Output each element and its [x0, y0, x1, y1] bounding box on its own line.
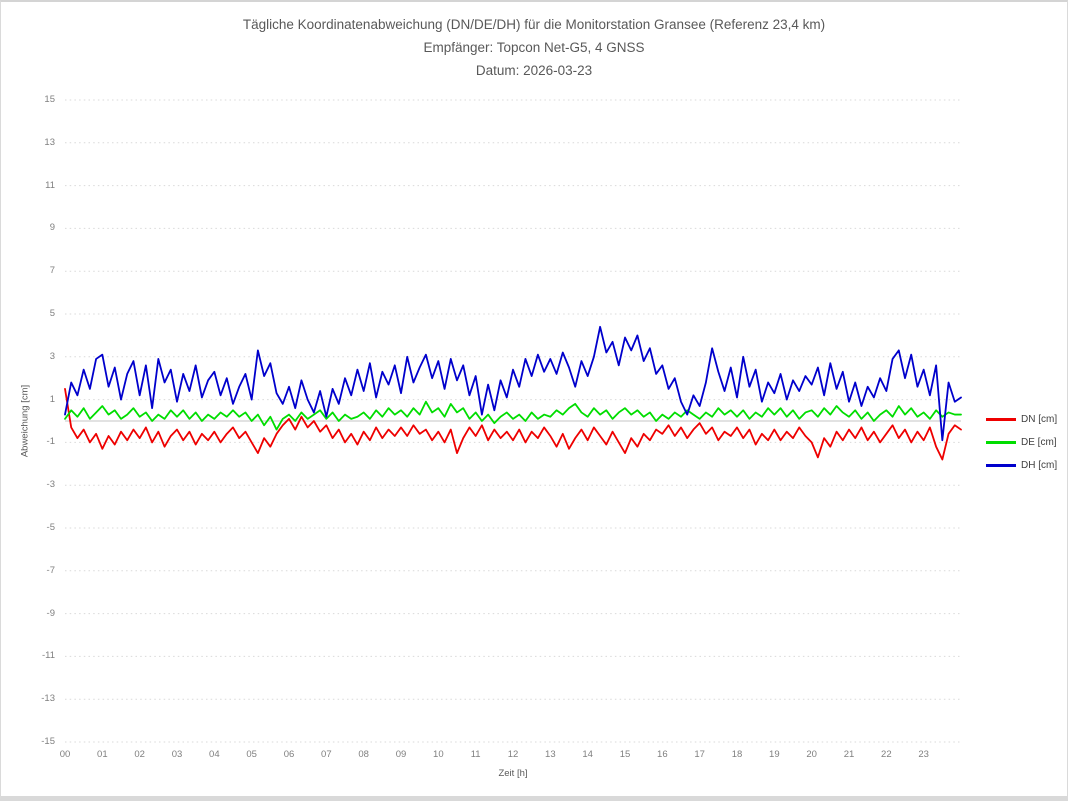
x-tick-label: 12	[507, 749, 519, 760]
x-tick-label: 17	[694, 749, 705, 760]
legend-label-de: DE [cm]	[1021, 437, 1057, 448]
series-line-dn	[64, 387, 962, 461]
legend-line-swatch-dh	[986, 464, 1016, 467]
y-tick-label: -15	[41, 736, 55, 747]
series-line-dh	[64, 325, 962, 442]
chart-title-line1: Tägliche Koordinatenabweichung (DN/DE/DH…	[242, 17, 826, 32]
y-tick-label: -1	[46, 436, 55, 448]
x-tick-label: 18	[731, 749, 743, 760]
x-tick-label: 21	[843, 749, 855, 760]
x-axis-title: Zeit [h]	[498, 768, 528, 779]
x-tick-label: 01	[97, 749, 108, 760]
legend-line-swatch-de	[986, 441, 1016, 444]
legend-item-de: DE [cm]	[986, 431, 1057, 454]
y-tick-label: 9	[49, 222, 55, 234]
chart-title-line2: Empfänger: Topcon Net-G5, 4 GNSS	[423, 40, 645, 55]
x-tick-label: 02	[134, 749, 145, 760]
y-tick-label: -13	[41, 693, 55, 705]
x-tick-label: 06	[283, 749, 295, 760]
x-tick-label: 07	[321, 749, 332, 760]
plot-area	[64, 99, 962, 743]
x-tick-label: 15	[619, 749, 631, 760]
legend-label-dh: DH [cm]	[1021, 460, 1058, 471]
legend: DN [cm] DE [cm] DH [cm]	[986, 408, 1057, 477]
y-tick-label: -3	[46, 479, 55, 491]
x-tick-label: 00	[59, 749, 71, 760]
y-tick-label: -9	[46, 607, 55, 619]
legend-item-dn: DN [cm]	[986, 408, 1057, 431]
legend-item-dh: DH [cm]	[986, 454, 1057, 477]
y-tick-label: 7	[49, 265, 55, 277]
x-tick-label: 04	[209, 749, 220, 760]
y-tick-label: 13	[44, 136, 55, 148]
x-tick-label: 19	[769, 749, 780, 760]
x-tick-label: 08	[358, 749, 369, 760]
x-tick-label: 05	[246, 749, 257, 760]
y-tick-label: -11	[41, 650, 55, 662]
line-chart	[64, 99, 962, 743]
y-tick-label: 11	[45, 179, 55, 191]
x-tick-label: 16	[657, 749, 668, 760]
legend-label-dn: DN [cm]	[1021, 414, 1058, 425]
x-tick-label: 10	[433, 749, 444, 760]
y-tick-label: 3	[49, 350, 55, 362]
y-tick-label: 5	[49, 308, 55, 319]
x-tick-label: 09	[395, 749, 407, 760]
y-tick-label: 1	[49, 393, 55, 405]
y-tick-label: 15	[44, 94, 55, 105]
x-tick-label: 03	[171, 749, 183, 760]
x-tick-label: 20	[806, 749, 817, 760]
x-tick-label: 11	[470, 749, 481, 760]
y-tick-label: -7	[46, 564, 55, 576]
x-tick-label: 23	[918, 749, 929, 760]
x-tick-label: 22	[881, 749, 892, 760]
legend-line-swatch-dn	[986, 418, 1016, 421]
chart-title-line3: Datum: 2026-03-23	[475, 63, 593, 78]
x-tick-label: 14	[582, 749, 593, 760]
chart-title: Tägliche Koordinatenabweichung (DN/DE/DH…	[1, 13, 1067, 82]
series-line-de	[64, 400, 962, 431]
x-tick-label: 13	[545, 749, 556, 760]
y-tick-label: -5	[46, 522, 55, 533]
